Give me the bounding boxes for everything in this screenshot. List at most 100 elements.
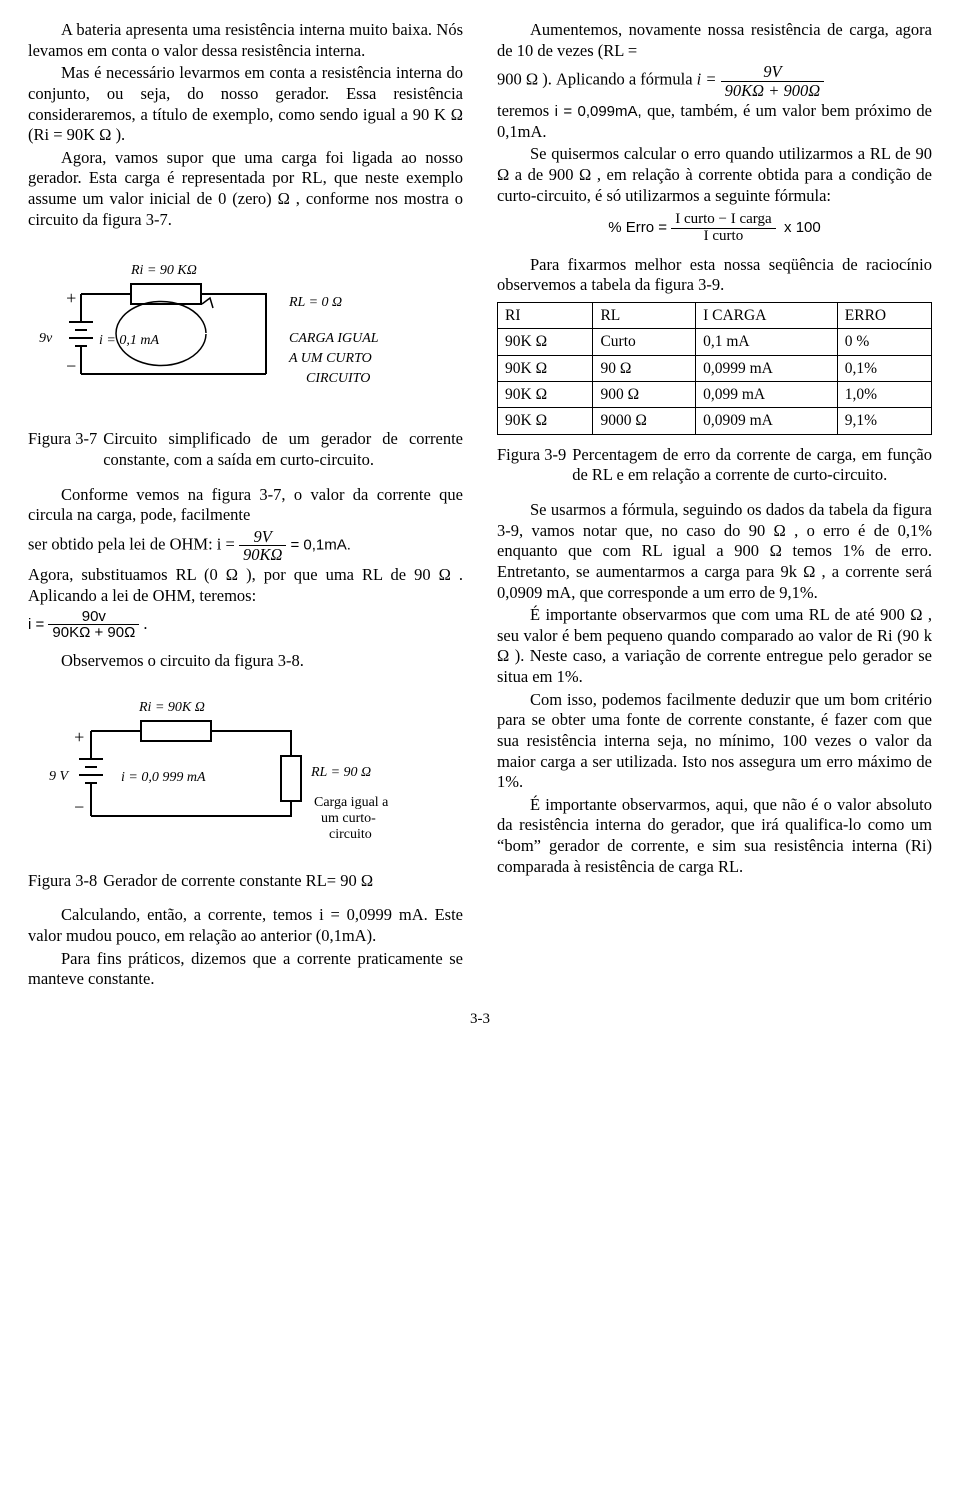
rl-label: RL = 0 Ω — [288, 295, 342, 310]
para-formula: 900 Ω ). Aplicando a fórmula i = 9V 90KΩ… — [497, 63, 932, 99]
td: 1,0% — [837, 382, 931, 408]
text: ser obtido pela lei de OHM: i = — [28, 534, 235, 553]
fig-text: Percentagem de erro da corrente de carga… — [572, 445, 932, 486]
numerator: 9V — [239, 528, 286, 546]
text: teremos — [497, 101, 549, 120]
para: É importante observarmos, aqui, que não … — [497, 795, 932, 878]
td: 0 % — [837, 329, 931, 355]
i-label: i = 0,0 999 mA — [121, 770, 206, 785]
td: 90K Ω — [498, 408, 593, 434]
para: Conforme vemos na figura 3-7, o valor da… — [28, 485, 463, 526]
td: 90K Ω — [498, 329, 593, 355]
numerator: I curto − I carga — [671, 212, 775, 229]
v-label: 9 V — [49, 769, 70, 784]
td: 0,1% — [837, 355, 931, 381]
two-column-layout: A bateria apresenta uma resistência inte… — [28, 20, 932, 992]
right-column: Aumentemos, novamente nossa resistência … — [497, 20, 932, 992]
text: % Erro = — [608, 219, 667, 236]
td: 900 Ω — [593, 382, 696, 408]
td: 0,1 mA — [696, 329, 838, 355]
fig-text: Gerador de corrente constante RL= 90 Ω — [103, 871, 463, 892]
table-header-row: RI RL I CARGA ERRO — [498, 302, 932, 328]
table-3-9: RI RL I CARGA ERRO 90K Ω Curto 0,1 mA 0 … — [497, 302, 932, 435]
th: RI — [498, 302, 593, 328]
para: Para fins práticos, dizemos que a corren… — [28, 949, 463, 990]
denominator: 90KΩ + 900Ω — [721, 82, 825, 99]
para: Se quisermos calcular o erro quando util… — [497, 144, 932, 206]
fraction: 9V 90KΩ + 900Ω — [721, 63, 825, 99]
text: . — [143, 614, 147, 633]
figure-3-8-caption: Figura 3-8 Gerador de corrente constante… — [28, 871, 463, 892]
table-row: 90K Ω 90 Ω 0,0999 mA 0,1% — [498, 355, 932, 381]
td: 0,0909 mA — [696, 408, 838, 434]
note: A UM CURTO — [288, 351, 372, 366]
note: CARGA IGUAL — [289, 331, 379, 346]
fig-label: Figura 3-8 — [28, 871, 103, 892]
note: circuito — [329, 827, 372, 842]
note: um curto- — [321, 811, 376, 826]
fraction: 9V 90KΩ — [239, 528, 286, 564]
figure-3-8-circuit: Ri = 90K Ω + − 9 V i = 0,0 999 mA RL = 9… — [31, 686, 461, 861]
para: Com isso, podemos facilmente deduzir que… — [497, 690, 932, 793]
table-row: 90K Ω 900 Ω 0,099 mA 1,0% — [498, 382, 932, 408]
td: 90K Ω — [498, 382, 593, 408]
svg-text:−: − — [73, 797, 85, 817]
th: I CARGA — [696, 302, 838, 328]
numerator: 90v — [48, 609, 139, 626]
th: RL — [593, 302, 696, 328]
para: teremos i = 0,099mA, que, também, é um v… — [497, 101, 932, 142]
td: 0,0999 mA — [696, 355, 838, 381]
page-number: 3-3 — [28, 1010, 932, 1029]
table-row: 90K Ω Curto 0,1 mA 0 % — [498, 329, 932, 355]
v-label: 9v — [39, 331, 53, 346]
para-formula: ser obtido pela lei de OHM: i = 9V 90KΩ … — [28, 528, 463, 564]
denominator: 90KΩ — [239, 546, 286, 563]
td: 0,099 mA — [696, 382, 838, 408]
para: Se usarmos a fórmula, seguindo os dados … — [497, 500, 932, 603]
para: É importante observarmos que com uma RL … — [497, 605, 932, 688]
fraction: I curto − I carga I curto — [671, 212, 775, 245]
text: i = 0,099mA, — [555, 103, 642, 120]
para: Agora, vamos supor que uma carga foi lig… — [28, 148, 463, 231]
fraction: 90v 90KΩ + 90Ω — [48, 609, 139, 642]
ri-label: Ri = 90K Ω — [138, 700, 205, 715]
denominator: I curto — [671, 229, 775, 245]
para: Mas é necessário levarmos em conta a res… — [28, 63, 463, 146]
para-formula: i = 90v 90KΩ + 90Ω . — [28, 609, 463, 642]
text: 900 Ω ). Aplicando a fórmula — [497, 70, 693, 89]
fig-text: Circuito simplificado de um gerador de c… — [103, 429, 463, 470]
text: i = — [28, 616, 44, 633]
figure-3-9-caption: Figura 3-9 Percentagem de erro da corren… — [497, 445, 932, 486]
table-row: 90K Ω 9000 Ω 0,0909 mA 9,1% — [498, 408, 932, 434]
i-label: i = 0,1 mA — [99, 333, 159, 348]
td: 9000 Ω — [593, 408, 696, 434]
td: 90K Ω — [498, 355, 593, 381]
svg-text:+: + — [65, 288, 77, 308]
numerator: 9V — [721, 63, 825, 81]
td: Curto — [593, 329, 696, 355]
svg-text:−: − — [65, 356, 77, 376]
figure-3-7-caption: Figura 3-7 Circuito simplificado de um g… — [28, 429, 463, 470]
fig-label: Figura 3-7 — [28, 429, 103, 470]
para: Calculando, então, a corrente, temos i =… — [28, 905, 463, 946]
ri-label: Ri = 90 KΩ — [130, 263, 197, 278]
text: = 0,1mA. — [291, 536, 351, 553]
error-formula: % Erro = I curto − I carga I curto x 100 — [497, 212, 932, 245]
td: 90 Ω — [593, 355, 696, 381]
th: ERRO — [837, 302, 931, 328]
fig-label: Figura 3-9 — [497, 445, 572, 486]
note: CIRCUITO — [306, 371, 370, 386]
left-column: A bateria apresenta uma resistência inte… — [28, 20, 463, 992]
text: x 100 — [784, 219, 821, 236]
td: 9,1% — [837, 408, 931, 434]
svg-text:+: + — [73, 727, 85, 747]
para: Agora, substituamos RL (0 Ω ), por que u… — [28, 565, 463, 606]
denominator: 90KΩ + 90Ω — [48, 625, 139, 641]
para: Observemos o circuito da figura 3-8. — [28, 651, 463, 672]
rl-label: RL = 90 Ω — [310, 765, 371, 780]
text: i = — [697, 70, 717, 89]
note: Carga igual a — [314, 795, 389, 810]
para: Aumentemos, novamente nossa resistência … — [497, 20, 932, 61]
para: A bateria apresenta uma resistência inte… — [28, 20, 463, 61]
para: Para fixarmos melhor esta nossa seqüênci… — [497, 255, 932, 296]
